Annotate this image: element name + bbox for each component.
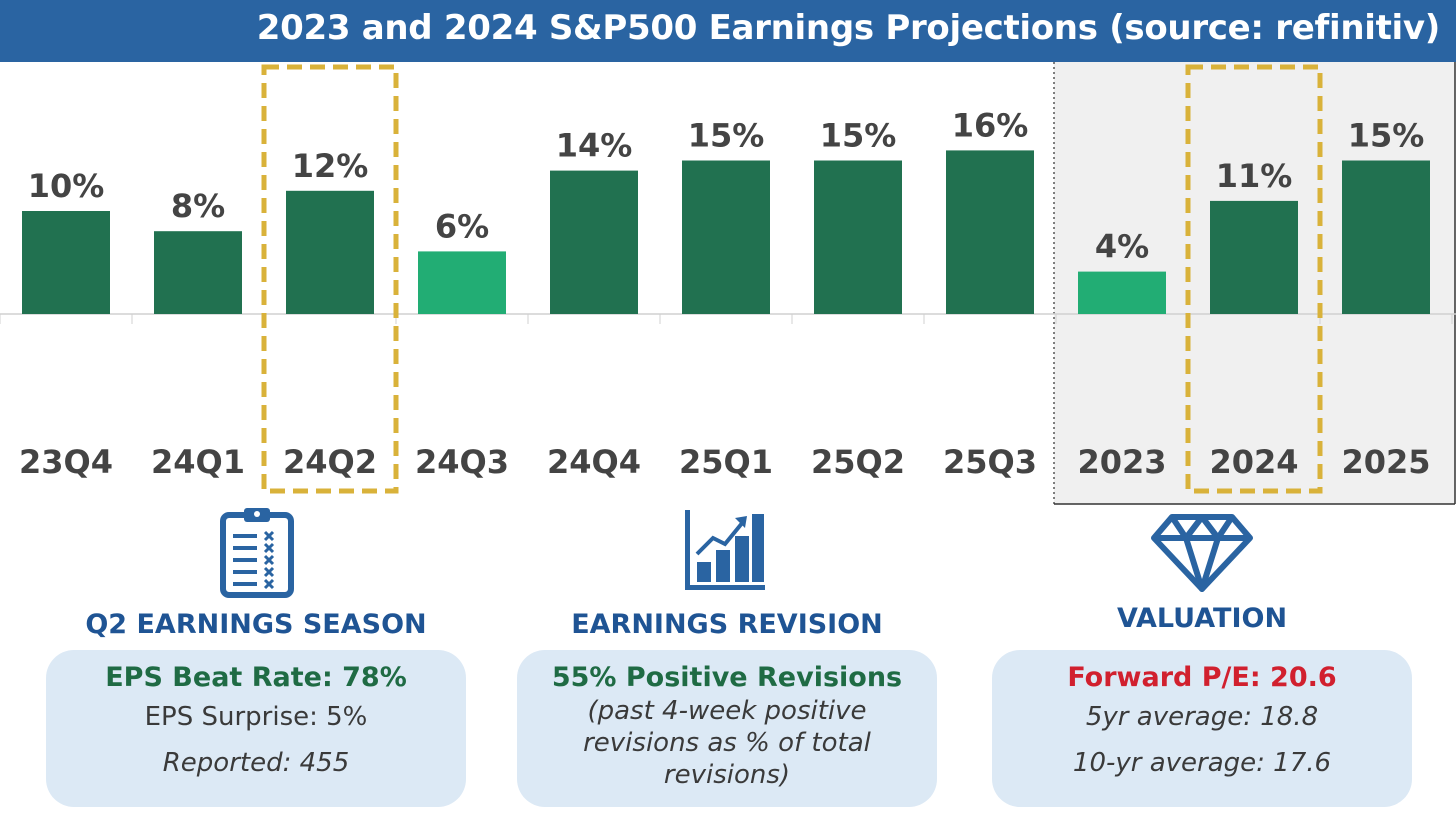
- x-tick-label-2025: 2025: [1341, 443, 1430, 481]
- revision-note-line-1: (past 4-week positive: [587, 696, 867, 726]
- bar-chart-growth-icon: [685, 510, 765, 590]
- positive-revisions: 55% Positive Revisions: [551, 662, 903, 693]
- x-tick-label-24Q3: 24Q3: [415, 443, 509, 481]
- diamond-icon: [1151, 514, 1253, 592]
- forward-pe: Forward P/E: 20.6: [1067, 662, 1337, 693]
- x-tick-label-2024: 2024: [1209, 443, 1298, 481]
- eps-surprise: EPS Surprise: 5%: [144, 702, 368, 732]
- x-tick-label-24Q4: 24Q4: [547, 443, 641, 481]
- x-tick-label-25Q1: 25Q1: [679, 443, 773, 481]
- eps-beat-rate: EPS Beat Rate: 78%: [105, 662, 407, 693]
- data-label-25Q2: 15%: [820, 117, 897, 155]
- revision-note-line-2: revisions as % of total: [583, 728, 871, 758]
- data-label-24Q4: 14%: [556, 127, 633, 165]
- clipboard-checklist-icon: [220, 508, 294, 598]
- ten-year-average: 10-yr average: 17.6: [1072, 748, 1332, 778]
- valuation-info-box: Forward P/E: 20.6 5yr average: 18.8 10-y…: [992, 650, 1412, 807]
- bar-25Q2: [814, 160, 902, 314]
- revision-info-box: 55% Positive Revisions (past 4-week posi…: [517, 650, 937, 807]
- highlight-box-24Q2: [261, 64, 399, 494]
- page-title: 2023 and 2024 S&P500 Earnings Projection…: [256, 8, 1441, 48]
- data-label-25Q3: 16%: [952, 106, 1029, 144]
- highlight-box-2024: [1185, 64, 1323, 494]
- five-year-average: 5yr average: 18.8: [1085, 702, 1319, 732]
- data-label-24Q1: 8%: [171, 187, 225, 225]
- revision-note-line-3: revisions): [663, 760, 791, 790]
- data-label-24Q3: 6%: [435, 207, 489, 245]
- x-tick-label-23Q4: 23Q4: [19, 443, 113, 481]
- bar-23Q4: [22, 211, 110, 314]
- x-tick-label-25Q2: 25Q2: [811, 443, 905, 481]
- data-label-23Q4: 10%: [28, 167, 105, 205]
- x-tick-label-25Q3: 25Q3: [943, 443, 1037, 481]
- data-label-2023: 4%: [1095, 228, 1149, 266]
- bar-2024: [1210, 200, 1298, 314]
- panel-heading: VALUATION: [1116, 603, 1288, 634]
- data-label-2024: 11%: [1216, 157, 1293, 195]
- bar-2025: [1342, 160, 1430, 314]
- earnings-growth-chart: 10% 23Q4 8% 24Q1 12% 24Q2 6% 24Q3 14% 24Q4 15% 25Q1…: [0, 62, 1456, 505]
- x-tick-label-24Q1: 24Q1: [151, 443, 245, 481]
- data-label-2025: 15%: [1348, 117, 1425, 155]
- bar-2023: [1078, 271, 1166, 314]
- panel-heading: EARNINGS REVISION: [571, 609, 883, 640]
- bar-25Q1: [682, 160, 770, 314]
- reported-count: Reported: 455: [162, 748, 350, 778]
- eps-info-box: EPS Beat Rate: 78% EPS Surprise: 5% Repo…: [46, 650, 466, 807]
- bar-24Q4: [550, 170, 638, 314]
- bar-24Q1: [154, 231, 242, 314]
- bar-25Q3: [946, 150, 1034, 314]
- x-tick-label-24Q2: 24Q2: [283, 443, 377, 481]
- bar-24Q2: [286, 190, 374, 314]
- data-label-24Q2: 12%: [292, 147, 369, 185]
- bar-24Q3: [418, 251, 506, 314]
- x-tick-label-2023: 2023: [1077, 443, 1166, 481]
- data-label-25Q1: 15%: [688, 117, 765, 155]
- title-bar: 2023 and 2024 S&P500 Earnings Projection…: [0, 0, 1456, 62]
- panel-heading: Q2 EARNINGS SEASON: [85, 609, 427, 640]
